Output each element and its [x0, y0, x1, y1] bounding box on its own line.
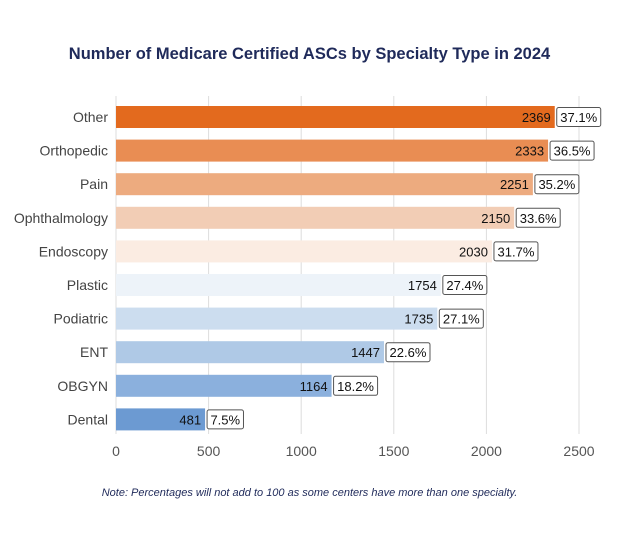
- value-label: 2369: [522, 110, 551, 125]
- bar: [116, 341, 384, 364]
- percent-label-box: [549, 140, 595, 161]
- percent-label: 18.2%: [337, 379, 374, 394]
- category-label: Ophthalmology: [14, 210, 108, 226]
- value-label: 1447: [351, 345, 380, 360]
- x-tick-label: 2000: [471, 443, 502, 459]
- category-label: Podiatric: [54, 311, 108, 327]
- bar: [116, 307, 438, 330]
- value-label: 481: [179, 412, 201, 427]
- chart-title: Number of Medicare Certified ASCs by Spe…: [68, 45, 551, 63]
- category-label: Other: [73, 109, 108, 125]
- percent-label: 7.5%: [210, 412, 240, 427]
- bar: [116, 408, 206, 431]
- percent-label: 22.6%: [390, 345, 427, 360]
- value-label: 2251: [500, 177, 529, 192]
- bar: [116, 206, 515, 229]
- bar: [116, 274, 441, 296]
- category-label: Endoscopy: [39, 243, 108, 259]
- value-label: 2150: [481, 211, 510, 226]
- percent-label-box: [442, 275, 488, 295]
- x-tick-label: 2500: [563, 443, 594, 459]
- bar: [116, 374, 332, 397]
- percent-label-box: [333, 375, 379, 396]
- percent-label: 36.5%: [554, 144, 591, 159]
- x-tick-label: 500: [197, 443, 221, 459]
- percent-label-box: [534, 174, 580, 195]
- category-label: Pain: [80, 176, 108, 192]
- category-label: ENT: [80, 344, 108, 360]
- percent-label: 27.1%: [443, 312, 480, 327]
- category-label: Dental: [68, 411, 108, 427]
- percent-label-box: [493, 241, 539, 262]
- percent-label-box: [206, 409, 244, 430]
- bar: [116, 173, 533, 196]
- percent-label: 33.6%: [520, 211, 557, 226]
- value-label: 1164: [300, 379, 328, 394]
- chart-note: Note: Percentages will not add to 100 as…: [101, 487, 518, 499]
- category-label: OBGYN: [57, 378, 108, 394]
- value-label: 2030: [459, 244, 488, 259]
- value-label: 2333: [515, 144, 544, 159]
- percent-label: 37.1%: [560, 110, 597, 125]
- bar: [116, 139, 549, 162]
- category-label: Plastic: [67, 277, 108, 293]
- value-label: 1754: [408, 278, 437, 293]
- category-label: Orthopedic: [40, 143, 108, 159]
- value-label: 1735: [404, 312, 433, 327]
- percent-label: 27.4%: [446, 278, 483, 293]
- percent-label-box: [385, 342, 431, 363]
- percent-label: 31.7%: [498, 244, 535, 259]
- percent-label-box: [556, 107, 602, 127]
- percent-label-box: [515, 207, 561, 228]
- x-tick-label: 1500: [378, 443, 409, 459]
- x-tick-label: 1000: [286, 443, 317, 459]
- bar: [116, 106, 555, 128]
- percent-label: 35.2%: [538, 177, 575, 192]
- x-tick-label: 0: [112, 443, 120, 459]
- percent-label-box: [438, 308, 484, 329]
- bar: [116, 240, 492, 263]
